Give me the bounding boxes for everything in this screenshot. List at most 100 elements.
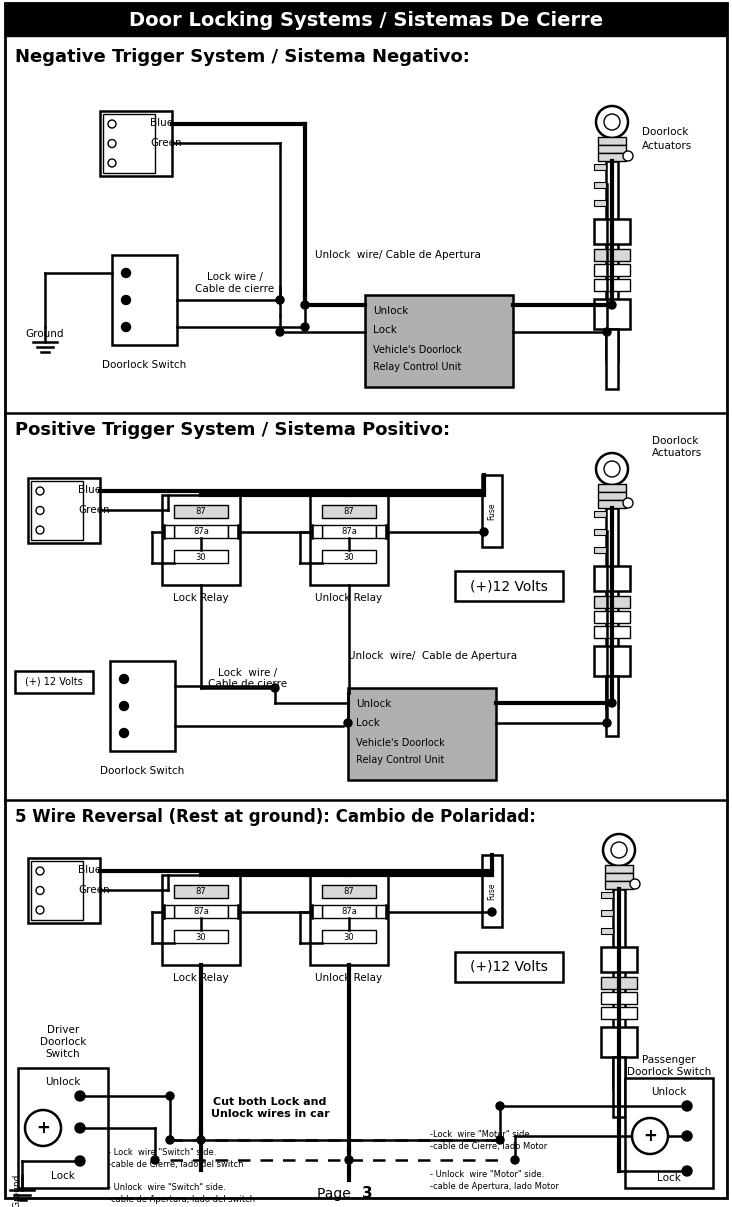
Bar — [482, 476, 502, 547]
Text: 5 Wire Reversal (Rest at ground): Cambio de Polaridad:: 5 Wire Reversal (Rest at ground): Cambio… — [15, 807, 536, 826]
Bar — [594, 264, 630, 276]
Circle shape — [36, 867, 44, 875]
Circle shape — [301, 301, 309, 309]
Text: Actuators: Actuators — [642, 141, 692, 151]
Bar — [310, 875, 388, 966]
Bar — [594, 596, 630, 608]
Circle shape — [75, 1123, 85, 1133]
Circle shape — [197, 1136, 205, 1144]
Circle shape — [166, 1092, 174, 1100]
Text: Green: Green — [78, 885, 110, 896]
Bar — [598, 484, 626, 492]
Text: -Lock  wire "Motor" side.: -Lock wire "Motor" side. — [430, 1130, 532, 1139]
Text: Door Locking Systems / Sistemas De Cierre: Door Locking Systems / Sistemas De Cierr… — [129, 11, 603, 29]
Text: Unlock: Unlock — [373, 307, 408, 316]
Bar — [103, 113, 155, 173]
Bar — [613, 890, 625, 1089]
Bar — [594, 529, 606, 535]
Circle shape — [682, 1101, 692, 1110]
Text: Relay Control Unit: Relay Control Unit — [373, 362, 461, 372]
Circle shape — [630, 879, 640, 890]
Circle shape — [108, 159, 116, 167]
Text: Unlock wires in car: Unlock wires in car — [211, 1109, 329, 1119]
Text: (+)12 Volts: (+)12 Volts — [470, 960, 548, 974]
Text: Unlock Relay: Unlock Relay — [315, 973, 383, 982]
Bar — [594, 218, 630, 244]
Text: Cable de cierre: Cable de cierre — [209, 680, 288, 689]
Bar — [625, 1078, 713, 1188]
Bar — [455, 571, 563, 601]
Text: Unlock: Unlock — [651, 1088, 687, 1097]
Bar — [594, 200, 606, 206]
Text: Driver: Driver — [47, 1025, 79, 1034]
Text: Lock wire /: Lock wire / — [207, 272, 263, 282]
Bar — [601, 892, 613, 898]
Text: - Unlock  wire "Motor" side.: - Unlock wire "Motor" side. — [430, 1170, 545, 1179]
Bar — [28, 858, 100, 923]
Text: Lock: Lock — [657, 1173, 681, 1183]
Text: Unlock Relay: Unlock Relay — [315, 593, 383, 604]
Text: Vehicle's Doorlock: Vehicle's Doorlock — [356, 737, 445, 748]
Text: Blue: Blue — [150, 118, 173, 128]
Circle shape — [119, 675, 129, 683]
Text: Unlock  wire/  Cable de Apertura: Unlock wire/ Cable de Apertura — [348, 651, 517, 661]
Text: 30: 30 — [344, 933, 354, 941]
Bar — [482, 855, 502, 927]
Bar — [322, 525, 376, 538]
Bar — [174, 505, 228, 518]
Text: Vehicle's Doorlock: Vehicle's Doorlock — [373, 345, 462, 355]
Bar — [594, 646, 630, 676]
Bar — [322, 905, 376, 919]
Text: 87: 87 — [195, 507, 206, 517]
Text: Doorlock: Doorlock — [40, 1037, 86, 1046]
Bar — [376, 905, 386, 919]
Circle shape — [271, 684, 279, 692]
Bar — [613, 1057, 625, 1116]
Circle shape — [496, 1102, 504, 1110]
Bar — [605, 873, 633, 881]
Circle shape — [25, 1110, 61, 1145]
Circle shape — [276, 328, 284, 336]
Circle shape — [344, 719, 352, 727]
Circle shape — [36, 486, 44, 495]
Text: 87: 87 — [195, 887, 206, 897]
Text: Cut both Lock and: Cut both Lock and — [213, 1097, 326, 1107]
Bar — [31, 861, 83, 920]
Circle shape — [608, 301, 616, 309]
Text: +: + — [36, 1119, 50, 1137]
Text: Negative Trigger System / Sistema Negativo:: Negative Trigger System / Sistema Negati… — [15, 48, 470, 66]
Bar — [31, 482, 83, 540]
Text: (+)12 Volts: (+)12 Volts — [470, 579, 548, 593]
Bar — [601, 992, 637, 1004]
Circle shape — [108, 140, 116, 147]
Bar — [110, 661, 175, 751]
Bar — [15, 671, 93, 693]
Circle shape — [611, 842, 627, 858]
Bar — [601, 1007, 637, 1019]
Circle shape — [151, 1156, 159, 1164]
Text: (+) 12 Volts: (+) 12 Volts — [25, 677, 83, 687]
Bar — [5, 2, 727, 36]
Bar — [174, 885, 228, 898]
Text: 87: 87 — [343, 507, 354, 517]
Circle shape — [480, 527, 488, 536]
Circle shape — [119, 729, 129, 737]
Circle shape — [301, 323, 309, 331]
Bar — [322, 550, 376, 562]
Bar — [606, 330, 618, 389]
Circle shape — [36, 507, 44, 514]
Circle shape — [596, 106, 628, 138]
Text: Doorlock Switch: Doorlock Switch — [100, 766, 184, 776]
Circle shape — [604, 461, 620, 477]
Bar — [594, 164, 606, 170]
Bar — [174, 550, 228, 562]
Circle shape — [36, 906, 44, 914]
Circle shape — [596, 453, 628, 485]
Text: -cable de Apertura, lado del switch: -cable de Apertura, lado del switch — [108, 1195, 255, 1205]
Bar — [598, 145, 626, 153]
Text: Positive Trigger System / Sistema Positivo:: Positive Trigger System / Sistema Positi… — [15, 421, 450, 439]
Text: - Lock  wire "Switch" side.: - Lock wire "Switch" side. — [108, 1148, 217, 1158]
Bar — [365, 295, 513, 387]
Circle shape — [682, 1131, 692, 1141]
Circle shape — [682, 1166, 692, 1176]
